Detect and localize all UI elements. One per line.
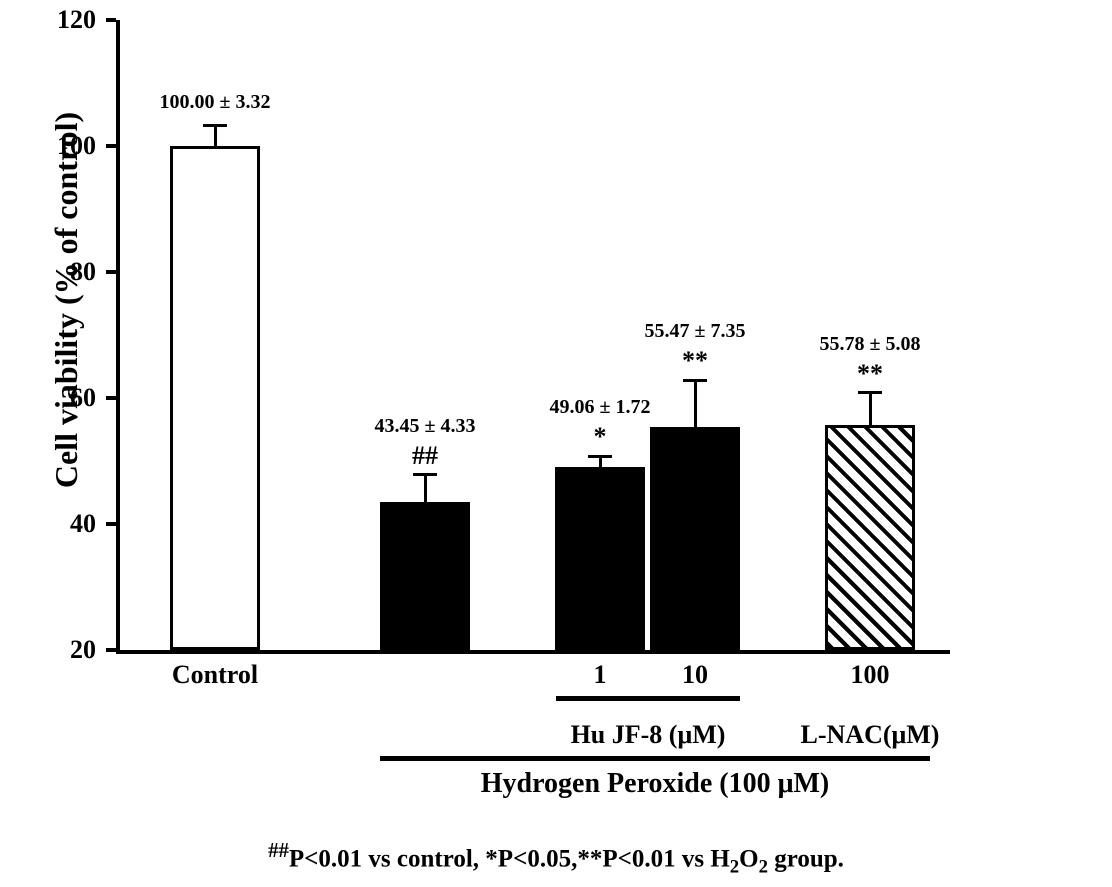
value-label: 55.78 ± 5.08 [780, 333, 960, 356]
group-line-h2o2 [380, 756, 930, 761]
error-cap [203, 124, 227, 127]
category-label: Control [125, 660, 305, 690]
bar-lnac [825, 425, 915, 650]
significance-marker: * [540, 422, 660, 452]
y-tick [106, 18, 116, 22]
y-tick [106, 396, 116, 400]
x-axis [116, 650, 950, 654]
group-label-lnac: L-NAC(μM) [760, 720, 980, 750]
y-tick-label: 100 [36, 131, 96, 161]
group-line-hujf8 [556, 696, 740, 701]
value-label: 43.45 ± 4.33 [335, 415, 515, 438]
error-cap [858, 391, 882, 394]
bar-h2o2 [380, 502, 470, 650]
significance-marker: ** [635, 346, 755, 376]
error-bar [424, 475, 427, 502]
y-tick-label: 80 [36, 257, 96, 287]
error-cap [588, 455, 612, 458]
y-tick [106, 522, 116, 526]
category-label: 100 [780, 660, 960, 690]
y-tick [106, 648, 116, 652]
y-axis-label: Cell viability (% of control) [48, 20, 85, 580]
group-label-h2o2: Hydrogen Peroxide (100 μM) [405, 768, 905, 800]
error-bar [599, 456, 602, 467]
value-label: 100.00 ± 3.32 [125, 91, 305, 114]
y-tick [106, 270, 116, 274]
value-label: 55.47 ± 7.35 [605, 320, 785, 343]
error-cap [413, 473, 437, 476]
bar-hujf8_10 [650, 427, 740, 650]
y-tick-label: 60 [36, 383, 96, 413]
bar-control [170, 146, 260, 650]
error-bar [869, 393, 872, 425]
significance-marker: ## [365, 441, 485, 471]
error-bar [694, 380, 697, 426]
bar-hujf8_1 [555, 467, 645, 650]
error-bar [214, 125, 217, 146]
group-label-hujf8: Hu JF-8 (μM) [528, 720, 768, 750]
y-tick-label: 20 [36, 635, 96, 665]
error-cap [683, 379, 707, 382]
y-tick-label: 40 [36, 509, 96, 539]
category-label: 10 [605, 660, 785, 690]
significance-marker: ** [810, 359, 930, 389]
value-label: 49.06 ± 1.72 [510, 396, 690, 419]
y-axis [116, 20, 120, 650]
y-tick-label: 120 [36, 5, 96, 35]
y-tick [106, 144, 116, 148]
chart-container: Cell viability (% of control) ##P<0.01 v… [0, 0, 1112, 887]
significance-caption: ##P<0.01 vs control, *P<0.05,**P<0.01 vs… [0, 838, 1112, 878]
